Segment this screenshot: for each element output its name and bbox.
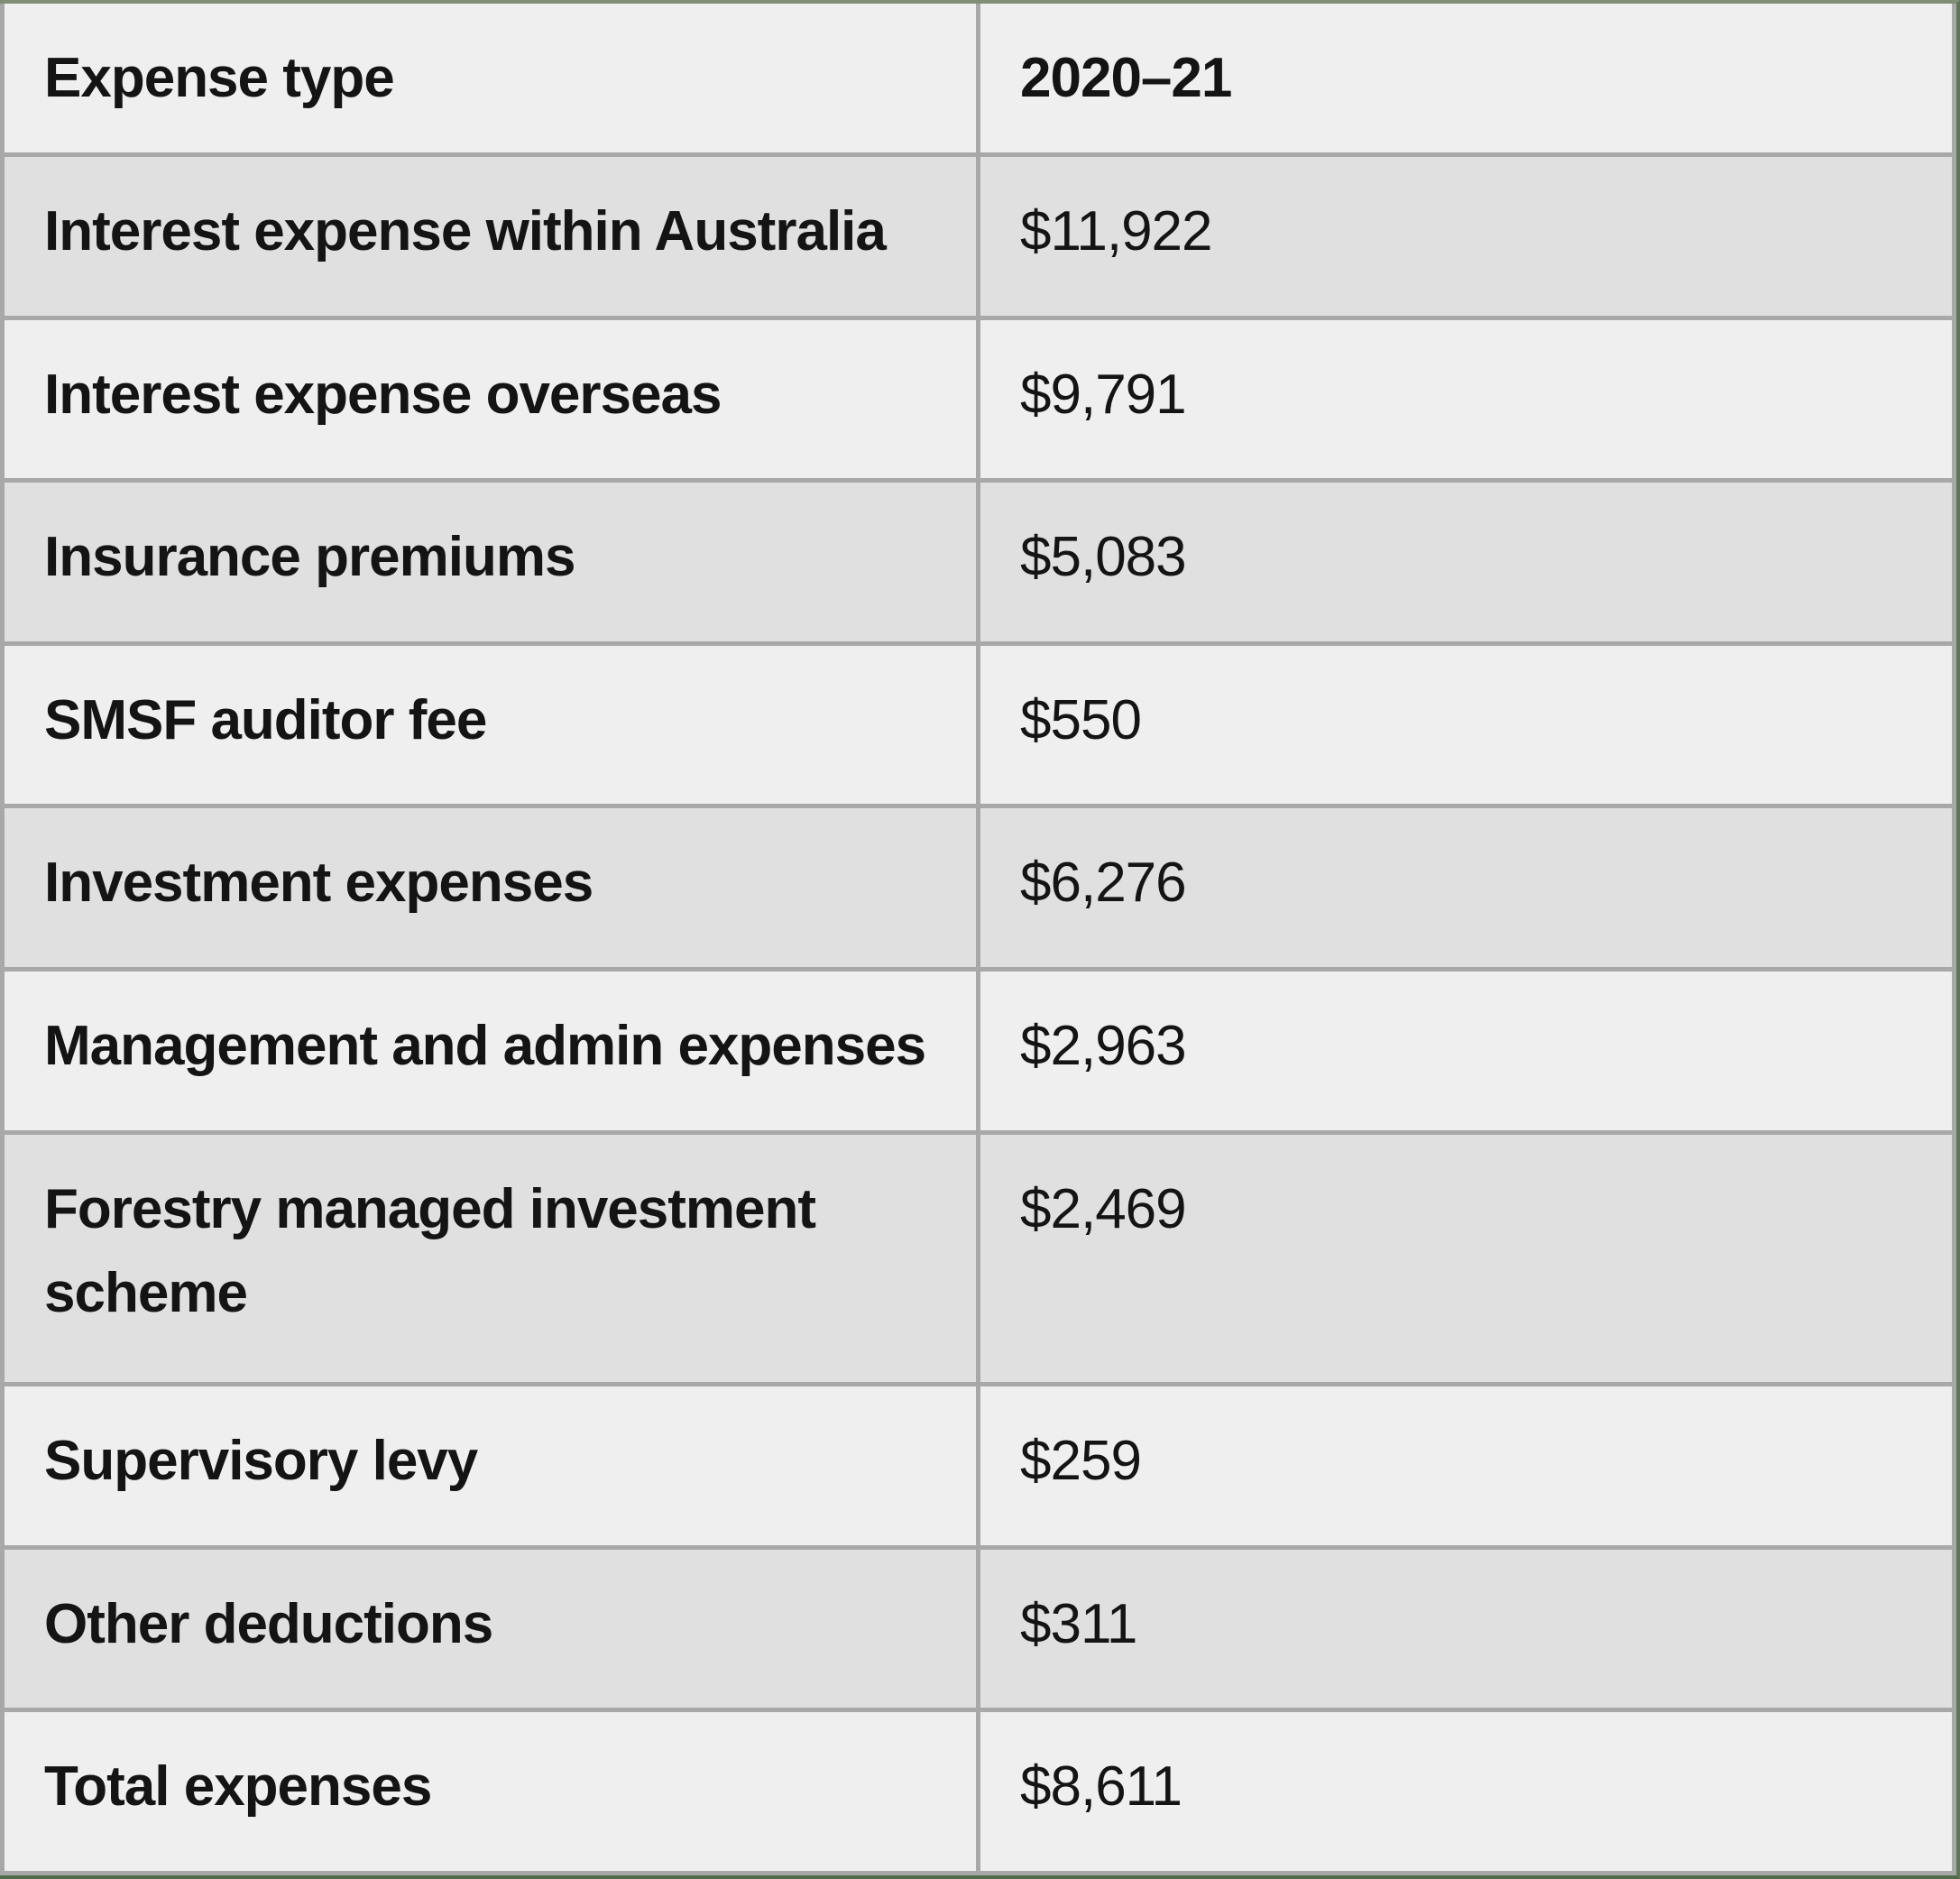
- table-row: Forestry managed investment scheme $2,469: [0, 1129, 1956, 1387]
- expense-type-cell: Forestry managed investment scheme: [0, 1129, 980, 1387]
- table-row: Interest expense within Australia $11,922: [0, 152, 1956, 320]
- expense-value-cell: $259: [976, 1382, 1956, 1550]
- table-row: Investment expenses $6,276: [0, 804, 1956, 972]
- expense-value-cell: $550: [976, 640, 1956, 809]
- expense-value-cell: $2,469: [976, 1129, 1956, 1387]
- table-row: Total expenses $8,611: [0, 1708, 1956, 1875]
- expense-type-cell: Total expenses: [0, 1708, 980, 1875]
- column-header-expense-type: Expense type: [0, 4, 980, 157]
- expense-type-cell: Interest expense within Australia: [0, 152, 980, 320]
- expense-type-cell: Investment expenses: [0, 804, 980, 972]
- expense-type-cell: Management and admin expenses: [0, 967, 980, 1135]
- expense-value-cell: $8,611: [976, 1708, 1956, 1875]
- table-row: SMSF auditor fee $550: [0, 640, 1956, 809]
- expense-type-cell: Supervisory levy: [0, 1382, 980, 1550]
- table-row: Insurance premiums $5,083: [0, 478, 1956, 646]
- expense-value-cell: $9,791: [976, 315, 1956, 484]
- expense-type-cell: Interest expense overseas: [0, 315, 980, 484]
- table-row: Supervisory levy $259: [0, 1382, 1956, 1550]
- expense-type-cell: Other deductions: [0, 1544, 980, 1713]
- table-header: Expense type 2020–21: [0, 4, 1956, 157]
- table-row: Management and admin expenses $2,963: [0, 967, 1956, 1135]
- expense-table-body: Interest expense within Australia $11,922…: [0, 152, 1956, 1875]
- expense-type-cell: SMSF auditor fee: [0, 640, 980, 809]
- expense-value-cell: $311: [976, 1544, 1956, 1713]
- expense-value-cell: $6,276: [976, 804, 1956, 972]
- expense-type-cell: Insurance premiums: [0, 478, 980, 646]
- expense-value-cell: $11,922: [976, 152, 1956, 320]
- header-row: Expense type 2020–21: [0, 4, 1956, 157]
- column-header-year: 2020–21: [976, 4, 1956, 157]
- expense-value-cell: $5,083: [976, 478, 1956, 646]
- table-row: Other deductions $311: [0, 1544, 1956, 1713]
- expense-value-cell: $2,963: [976, 967, 1956, 1135]
- table-row: Interest expense overseas $9,791: [0, 315, 1956, 484]
- expense-table: Expense type 2020–21 Interest expense wi…: [0, 4, 1956, 1875]
